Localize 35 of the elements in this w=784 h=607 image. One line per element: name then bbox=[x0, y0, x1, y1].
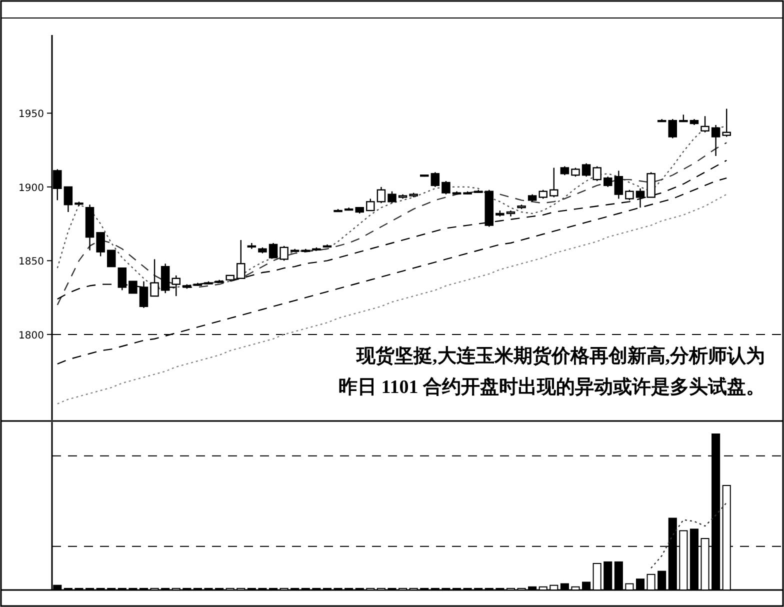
candlestick bbox=[668, 118, 678, 139]
candlestick bbox=[236, 239, 246, 279]
y-tick-label: 1800 bbox=[18, 330, 44, 342]
candlestick bbox=[160, 263, 170, 294]
annotation: 现货坚挺,大连玉米期货价格再创新高,分析师认为 bbox=[356, 345, 765, 367]
y-tick-label: 1850 bbox=[18, 256, 44, 268]
candlestick bbox=[636, 188, 645, 208]
candlestick bbox=[582, 162, 591, 178]
y-tick-label: 1950 bbox=[18, 109, 44, 120]
candlestick bbox=[442, 180, 450, 195]
y-tick-label: 1900 bbox=[18, 182, 44, 194]
candlestick bbox=[625, 189, 634, 201]
candlestick bbox=[268, 242, 278, 258]
candlestick bbox=[64, 186, 73, 213]
candlestick bbox=[722, 108, 731, 138]
candlestick bbox=[96, 232, 105, 257]
candlestick bbox=[614, 170, 624, 200]
line-series bbox=[56, 194, 728, 404]
candlestick bbox=[106, 250, 116, 268]
candlestick bbox=[388, 190, 396, 204]
candlestick bbox=[711, 124, 720, 157]
candlestick bbox=[603, 176, 612, 188]
candlestick bbox=[592, 166, 602, 182]
candlestick bbox=[430, 172, 440, 188]
candlestick bbox=[550, 167, 558, 198]
candlestick bbox=[700, 116, 710, 133]
annotation: 昨日 1101 合约开盘时出现的异动或许是多头试盘。 bbox=[338, 376, 765, 398]
candlestick bbox=[646, 172, 656, 198]
candlestick bbox=[280, 245, 288, 262]
candlestick bbox=[150, 258, 159, 297]
candlestick bbox=[366, 198, 375, 212]
candlestick bbox=[172, 274, 181, 297]
candlestick bbox=[376, 186, 386, 204]
candlestick bbox=[128, 280, 138, 294]
candlestick bbox=[118, 267, 127, 291]
